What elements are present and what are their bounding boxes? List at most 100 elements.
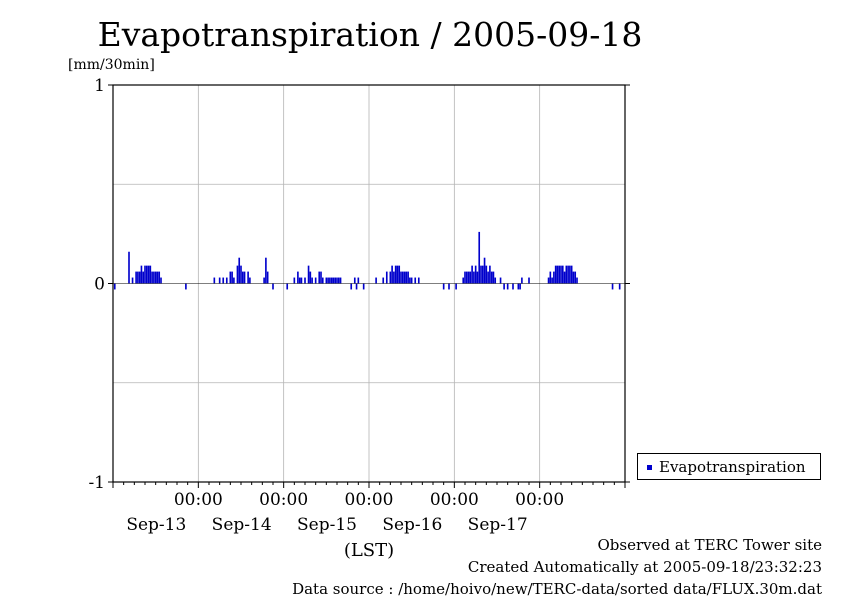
data-bar	[389, 271, 392, 284]
data-bar	[519, 283, 521, 290]
data-bar	[563, 271, 566, 284]
data-bar	[160, 277, 162, 284]
data-bar	[448, 283, 450, 290]
data-bar	[512, 283, 514, 290]
data-bar	[394, 265, 397, 284]
data-bar	[490, 271, 493, 284]
x-tick-time-label: 00:00	[515, 490, 564, 510]
data-bar	[375, 277, 377, 284]
x-axis-label: (LST)	[344, 540, 394, 561]
data-bar	[337, 277, 340, 284]
y-tick-label: -1	[88, 473, 105, 493]
y-axis-label: [mm/30min]	[68, 57, 155, 73]
data-bar	[265, 257, 267, 284]
data-bar	[494, 277, 497, 284]
data-bar	[149, 265, 152, 284]
data-bar	[551, 277, 553, 284]
data-bar	[147, 265, 150, 284]
legend-marker-icon	[647, 465, 652, 470]
data-bar	[327, 277, 329, 284]
data-bar	[353, 277, 356, 284]
data-bar	[330, 277, 333, 284]
data-bar	[225, 277, 228, 284]
data-bar	[485, 265, 488, 284]
data-bar	[300, 277, 303, 284]
x-tick-time-label: 00:00	[174, 490, 223, 510]
data-bar	[506, 283, 509, 290]
data-bar	[350, 283, 353, 290]
data-bar	[474, 265, 477, 284]
data-bar	[570, 265, 573, 284]
data-bar	[233, 277, 235, 284]
data-bar	[481, 265, 484, 284]
data-bar	[572, 271, 575, 284]
data-bar	[158, 271, 161, 284]
data-bar	[329, 277, 331, 284]
data-bar	[618, 283, 621, 290]
data-bar	[554, 265, 557, 284]
data-bar	[401, 271, 404, 284]
data-bar	[517, 283, 520, 290]
data-bar	[569, 265, 571, 284]
data-bar	[560, 265, 562, 284]
data-bar	[414, 277, 417, 284]
data-bar	[151, 271, 153, 284]
data-bar	[409, 277, 411, 284]
data-bar	[391, 265, 393, 284]
data-bar	[473, 271, 475, 284]
data-bar	[231, 271, 233, 284]
data-series-bars	[113, 231, 621, 290]
data-bar	[487, 271, 489, 284]
data-bar	[236, 265, 239, 284]
data-bar	[467, 271, 470, 284]
data-bar	[565, 265, 568, 284]
data-bar	[489, 265, 491, 284]
data-bar	[503, 283, 505, 290]
data-bar	[410, 277, 413, 284]
data-bar	[128, 251, 130, 284]
data-bar	[185, 283, 187, 290]
x-tick-date-label: Sep-14	[212, 515, 272, 535]
data-bar	[576, 277, 578, 284]
data-bar	[492, 271, 495, 284]
chart-title: Evapotranspiration / 2005-09-18	[98, 15, 643, 54]
data-bar	[400, 271, 402, 284]
data-bar	[298, 277, 301, 284]
data-bar	[263, 277, 265, 284]
data-bar	[113, 283, 116, 290]
data-bar	[243, 271, 246, 284]
data-bar	[137, 271, 139, 284]
legend: Evapotranspiration	[637, 453, 821, 480]
footer-observed: Observed at TERC Tower site	[597, 536, 822, 554]
data-bar	[611, 283, 614, 290]
data-bar	[325, 277, 328, 284]
data-bar	[213, 277, 216, 284]
data-bar	[464, 271, 466, 284]
data-bar	[442, 283, 445, 290]
data-bar	[561, 265, 564, 284]
data-bar	[476, 271, 479, 284]
data-bar	[332, 277, 335, 284]
data-bar	[336, 277, 338, 284]
legend-label: Evapotranspiration	[659, 458, 806, 476]
x-tick-time-label: 00:00	[430, 490, 479, 510]
data-bar	[311, 277, 313, 284]
data-bar	[153, 271, 155, 284]
data-bar	[304, 277, 306, 284]
y-tick-label: 1	[94, 76, 105, 96]
data-bar	[240, 265, 242, 284]
data-bar	[297, 271, 299, 284]
data-bar	[465, 271, 468, 284]
data-bar	[403, 271, 406, 284]
data-bar	[469, 271, 472, 284]
data-bar	[362, 283, 365, 290]
data-bar	[286, 283, 289, 290]
data-bar	[140, 265, 143, 284]
data-bar	[556, 265, 559, 284]
data-bar	[293, 277, 296, 284]
data-bar	[521, 277, 523, 284]
data-bar	[321, 277, 324, 284]
data-bar	[417, 277, 420, 284]
data-bar	[314, 277, 317, 284]
